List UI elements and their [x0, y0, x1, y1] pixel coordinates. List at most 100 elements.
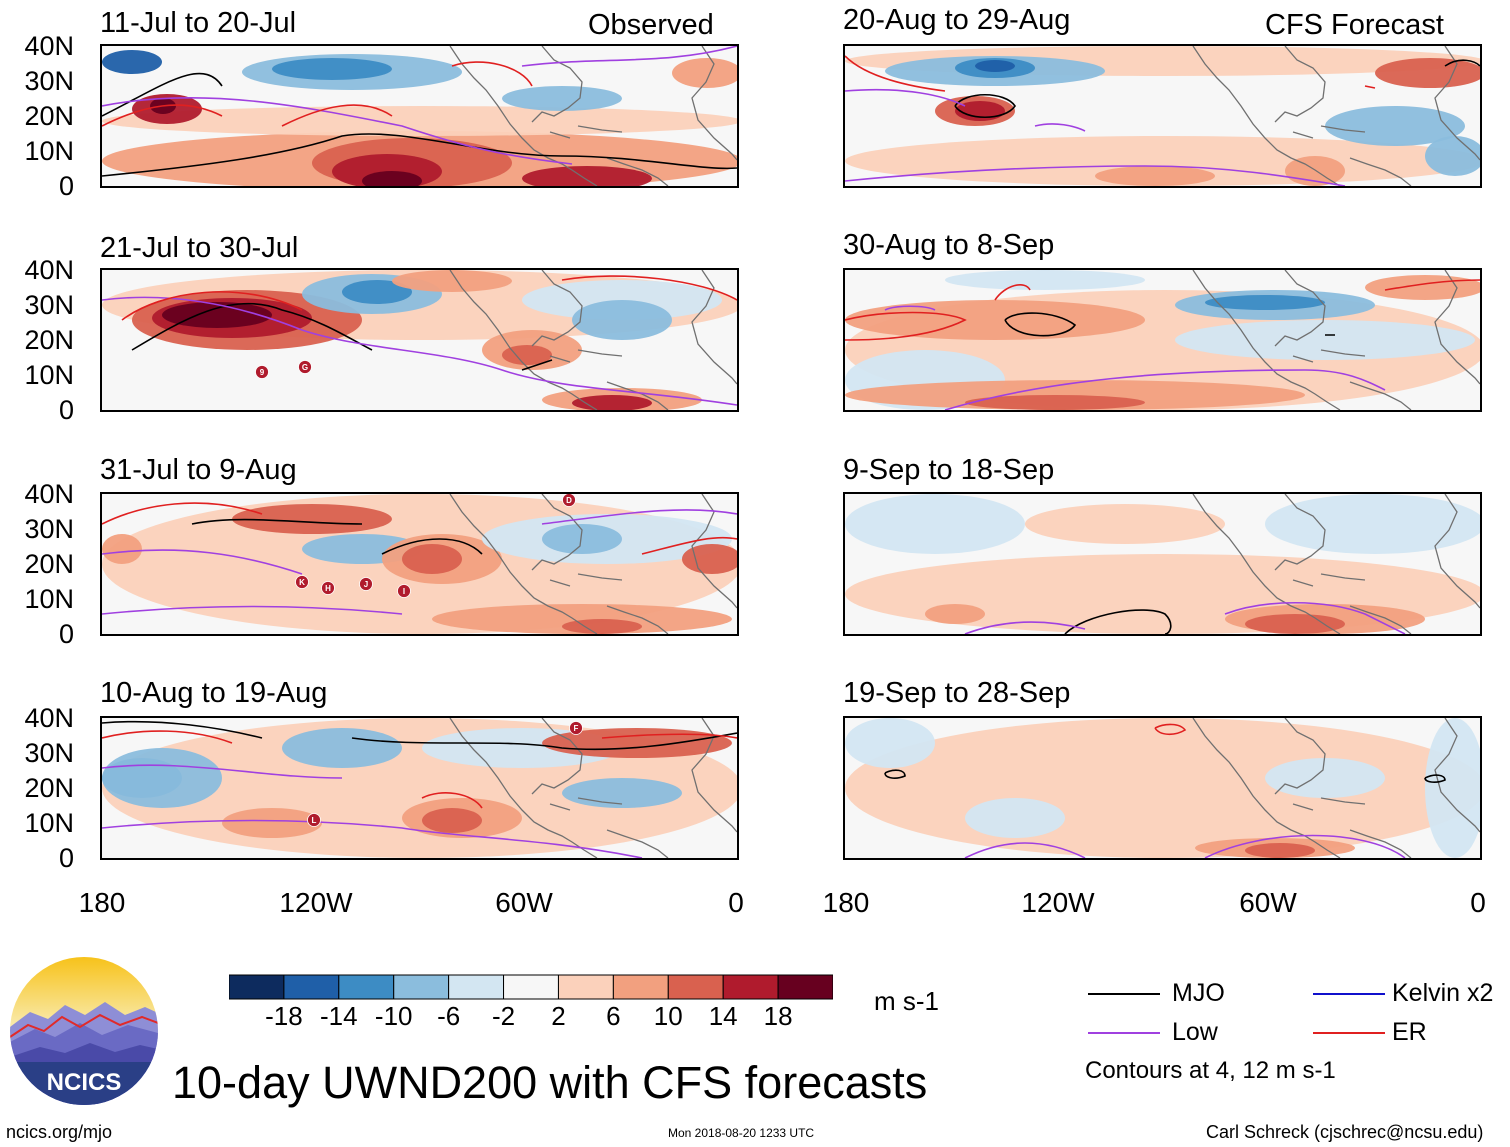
- wind-anomaly-shade: [1025, 504, 1225, 544]
- svg-text:I: I: [403, 587, 405, 596]
- wind-anomaly-shade: [1245, 614, 1345, 634]
- lon-tick-right-60w: 60W: [1239, 887, 1297, 918]
- wind-anomaly-shade: [432, 604, 732, 634]
- uwnd-map: [845, 718, 1480, 858]
- lat-tick-3-4: 0: [58, 843, 74, 873]
- wind-anomaly-shade: [1425, 718, 1480, 858]
- tropical-cyclone-icon: I: [397, 584, 411, 598]
- wind-anomaly-shade: [1365, 275, 1480, 300]
- lat-tick-2-4: 0: [58, 619, 74, 649]
- contour-line: [1154, 723, 1187, 736]
- wind-anomaly-shade: [542, 524, 622, 554]
- wind-anomaly-shade: [845, 300, 1145, 340]
- panel-title-fc-2: 30-Aug to 8-Sep: [843, 229, 1055, 261]
- colorbar-swatch: [612, 974, 669, 1000]
- wind-anomaly-shade: [955, 101, 1005, 121]
- wind-anomaly-shade: [502, 345, 552, 365]
- lon-tick-left-60w: 60W: [495, 887, 553, 918]
- coastline: [449, 270, 737, 410]
- wind-anomaly-shade: [502, 86, 622, 111]
- coastline: [1192, 46, 1480, 186]
- contour-line: [964, 602, 1406, 634]
- coastline: [1192, 270, 1480, 410]
- colorbar-tick: 18: [763, 1001, 793, 1031]
- colorbar-tick: 2: [551, 1001, 566, 1031]
- wind-anomaly-shade: [102, 106, 737, 136]
- contour-line: [964, 834, 1406, 858]
- lat-tick-1-2: 20N: [24, 325, 74, 355]
- lat-tick-3-2: 20N: [24, 773, 74, 803]
- colorbar: [229, 974, 833, 1000]
- wind-anomaly-shade: [1095, 166, 1215, 186]
- lat-tick-2-3: 10N: [24, 584, 74, 614]
- colorbar-tick: 14: [708, 1001, 738, 1031]
- footer-timestamp: Mon 2018-08-20 1233 UTC: [668, 1126, 815, 1140]
- wind-anomaly-shade: [1375, 58, 1480, 88]
- tropical-cyclone-icon: G: [298, 360, 312, 374]
- wind-anomaly-shade: [542, 728, 732, 758]
- contour-line: [1004, 312, 1335, 337]
- ncics-logo: NCICS: [10, 957, 158, 1105]
- svg-text:H: H: [325, 584, 331, 593]
- uwnd-map: D K H J I: [102, 494, 737, 634]
- uwnd-map: [845, 494, 1480, 634]
- legend-label-er: ER: [1392, 1018, 1427, 1046]
- colorbar-tick: -18: [265, 1001, 303, 1031]
- lat-tick-0-4: 0: [58, 171, 74, 201]
- contour-line: [102, 720, 737, 751]
- contour-line: [102, 764, 643, 858]
- wind-anomaly-shade: [572, 300, 672, 340]
- colorbar-swatch: [229, 974, 285, 1000]
- wind-anomaly-shade: [102, 50, 162, 74]
- colorbar-swatch: [338, 974, 395, 1000]
- wind-anomaly-shade: [422, 808, 482, 833]
- lat-tick-1-0: 40N: [24, 255, 74, 285]
- colorbar-tick: 10: [653, 1001, 683, 1031]
- main-title: 10-day UWND200 with CFS forecasts: [172, 1057, 928, 1108]
- colorbar-swatch: [557, 974, 614, 1000]
- coastline: [449, 46, 737, 186]
- wind-anomaly-shade: [362, 171, 422, 186]
- contour-line: [102, 61, 533, 127]
- uwnd-map: [102, 46, 737, 186]
- wind-anomaly-shade: [1325, 106, 1465, 146]
- panel-title-fc-4: 19-Sep to 28-Sep: [843, 677, 1071, 709]
- contour-line: [102, 296, 737, 406]
- svg-text:G: G: [302, 363, 308, 372]
- legend-line-er: [1313, 1032, 1385, 1034]
- legend-label-kelvin: Kelvin x2: [1392, 979, 1494, 1007]
- map-panel-fc-4: [843, 716, 1482, 860]
- svg-text:K: K: [299, 578, 305, 587]
- footer-url[interactable]: ncics.org/mjo: [6, 1122, 113, 1142]
- svg-text:9: 9: [260, 368, 265, 377]
- lat-tick-1-1: 30N: [24, 290, 74, 320]
- wind-anomaly-shade: [845, 494, 1025, 554]
- colorbar-tick: -2: [491, 1001, 516, 1031]
- tropical-cyclone-icon: D: [562, 494, 576, 507]
- colorbar-swatch: [503, 974, 559, 1000]
- contour-line: [191, 518, 483, 555]
- lat-tick-0-1: 30N: [24, 66, 74, 96]
- wind-anomaly-shade: [102, 534, 142, 564]
- coastline: [1192, 494, 1480, 634]
- colorbar-tick: 6: [606, 1001, 621, 1031]
- forecast-header: CFS Forecast: [1265, 9, 1444, 41]
- contours-note: Contours at 4, 12 m s-1: [1085, 1057, 1336, 1084]
- wind-anomaly-shade: [845, 718, 1480, 858]
- contour-line: [884, 305, 1386, 410]
- contour-line: [845, 88, 1346, 186]
- wind-anomaly-shade: [1265, 758, 1385, 798]
- lat-tick-2-2: 20N: [24, 549, 74, 579]
- colorbar-tick: -14: [320, 1001, 358, 1031]
- panel-title-fc-1: 20-Aug to 29-Aug: [843, 4, 1071, 36]
- wind-anomaly-shade: [975, 60, 1015, 72]
- colorbar-swatch: [667, 974, 724, 1000]
- contour-line: [845, 279, 1480, 341]
- footer-author: Carl Schreck (cjschrec@ncsu.edu): [1206, 1122, 1484, 1142]
- tropical-cyclone-icon: K: [295, 575, 309, 589]
- legend-line-mjo: [1088, 993, 1160, 995]
- wind-anomaly-shade: [845, 718, 935, 768]
- uwnd-map: [845, 46, 1480, 186]
- svg-text:J: J: [364, 580, 368, 589]
